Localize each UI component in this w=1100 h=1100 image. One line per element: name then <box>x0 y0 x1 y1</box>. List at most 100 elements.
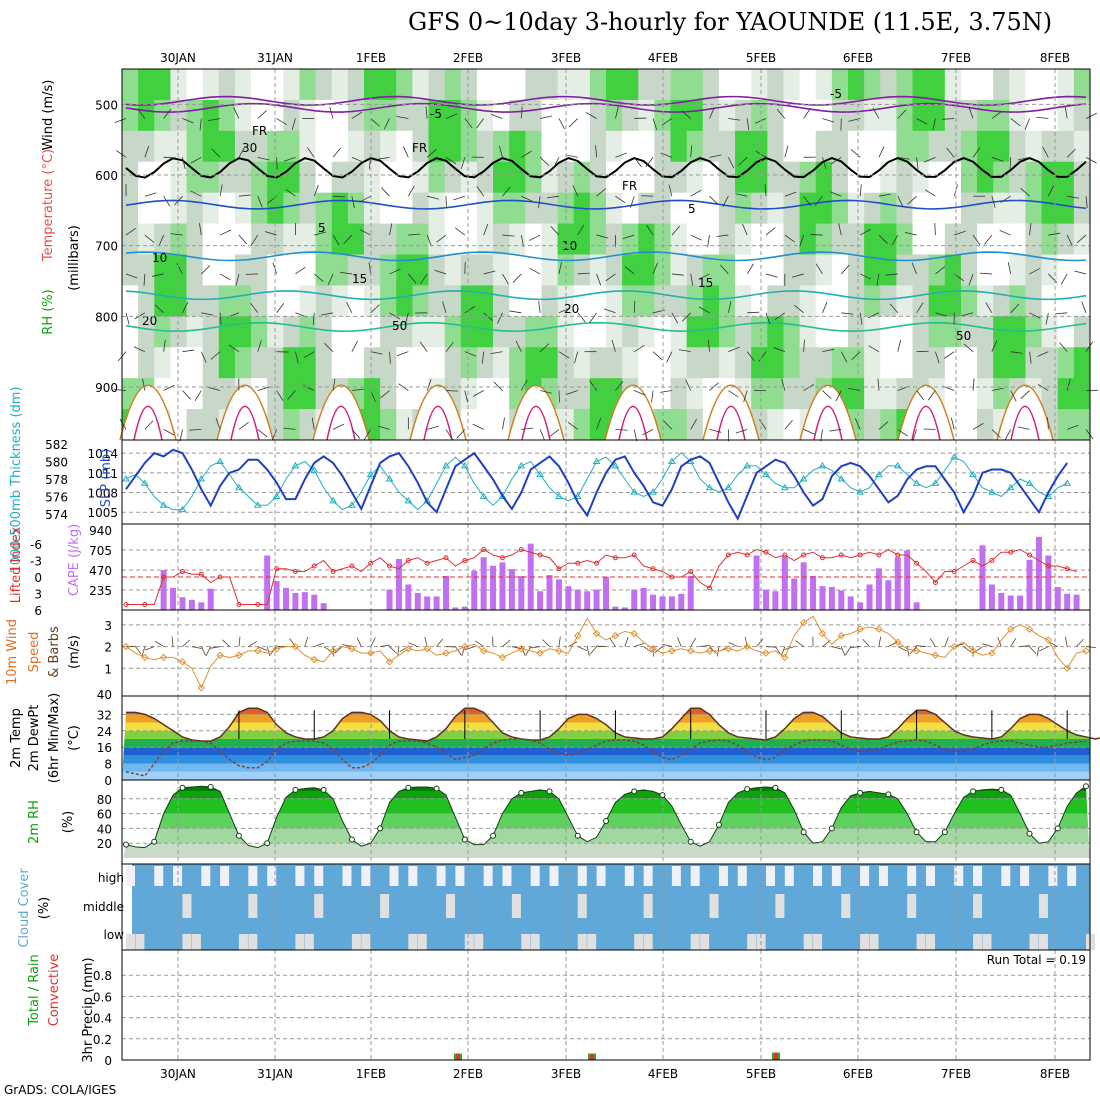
wind-barb <box>822 348 835 353</box>
rh-cell <box>493 99 510 132</box>
rh-cell <box>702 285 720 317</box>
wind-speed-marker <box>254 647 262 655</box>
rh-cell <box>428 316 446 348</box>
rh-cell <box>509 223 526 255</box>
hot-contour <box>133 405 163 441</box>
rh-marker <box>518 789 525 796</box>
surface-barb <box>370 637 376 647</box>
surface-barb <box>558 636 561 647</box>
thickness-marker <box>875 470 883 478</box>
temp-band <box>122 739 1090 748</box>
rh-cell <box>799 161 817 194</box>
rh-cell <box>460 223 478 255</box>
low-cloud-gap <box>869 934 879 950</box>
rh-cell <box>412 99 430 132</box>
lifted-marker <box>612 555 618 561</box>
wind-barb <box>991 196 996 208</box>
surface-barb <box>700 644 711 647</box>
rh-cell <box>735 347 752 379</box>
wind-barb <box>603 308 616 314</box>
cape-bar <box>857 602 864 610</box>
bottom-date-label: 6FEB <box>843 1067 873 1081</box>
rh-cell <box>718 192 736 225</box>
rh-marker <box>235 832 242 839</box>
wind-speed-marker <box>931 651 940 659</box>
rh-cell <box>815 347 833 379</box>
rh-cell <box>509 285 526 317</box>
rh-cell <box>1041 285 1059 317</box>
low-cloud-gap <box>916 934 926 950</box>
rh-cell <box>606 69 623 101</box>
wind-barb <box>1055 312 1068 315</box>
rh-marker <box>659 792 666 799</box>
rh-cell <box>186 99 204 132</box>
surface-barb <box>756 638 764 647</box>
wind-barb <box>859 312 863 325</box>
wind-unit-label: (m/s) <box>67 635 82 669</box>
surface-barb <box>916 645 927 647</box>
rh-cell <box>622 254 639 286</box>
wind-barb <box>615 106 619 119</box>
wind-barb <box>182 349 195 353</box>
rh-cell <box>476 161 494 194</box>
rh-cell <box>735 316 752 348</box>
surface-barb <box>210 646 221 649</box>
rh-cell <box>218 316 236 348</box>
wind-barb <box>370 118 380 127</box>
wind-barb <box>257 110 267 119</box>
wind-speed-marker <box>385 658 394 666</box>
rh-cell <box>412 69 430 101</box>
wind-barb <box>574 351 579 364</box>
wind-barb <box>520 379 528 391</box>
wind-barb <box>851 351 861 361</box>
wind-barb <box>984 234 993 245</box>
rh-cell <box>638 161 655 194</box>
cape-bar <box>838 590 845 610</box>
surface-barb <box>191 646 202 649</box>
lifted-marker <box>255 602 261 607</box>
rh-cell <box>299 99 317 132</box>
wind-barb <box>690 418 698 430</box>
wind-barb <box>154 304 164 314</box>
rh-cell <box>993 69 1010 101</box>
rh-band <box>122 843 1090 858</box>
surface-barb <box>784 646 795 650</box>
rh-cell <box>428 130 446 163</box>
contour-label: FR <box>412 141 427 155</box>
rh-cell <box>186 69 204 101</box>
wind-barb <box>720 264 729 275</box>
wind-barb <box>464 305 476 314</box>
rh-cell <box>493 316 510 348</box>
wind-barb <box>158 234 165 247</box>
high-cloud-gap <box>973 866 983 886</box>
rh-cell <box>638 285 655 317</box>
surface-barb <box>744 636 748 647</box>
warm-contour <box>216 384 274 441</box>
cape-bar <box>292 592 299 610</box>
rh-cell <box>928 161 946 194</box>
wind-barb <box>891 234 899 246</box>
wind-barb <box>1037 384 1049 391</box>
rh-cell <box>848 99 865 132</box>
rh-cell <box>622 316 639 348</box>
lifted-marker <box>217 574 223 580</box>
rh-cell <box>138 285 155 317</box>
wind-barb <box>822 301 828 313</box>
wind-barb <box>199 223 202 236</box>
cape-bar <box>753 555 760 610</box>
wind-barb <box>728 118 741 121</box>
rh-cell <box>928 69 946 101</box>
rh-cell <box>380 130 397 163</box>
high-cloud-gap <box>671 866 681 886</box>
rh-cell <box>476 409 494 441</box>
rh-cell <box>396 285 413 317</box>
wind-barb <box>738 157 748 166</box>
precip-tick-label: 0.4 <box>93 1012 112 1026</box>
rh-marker <box>941 829 948 836</box>
rh-cell <box>912 223 930 255</box>
rh-cell <box>735 69 752 101</box>
wind-barb <box>776 109 786 119</box>
wind-barb <box>690 234 702 241</box>
rh-cell <box>638 192 655 225</box>
wind-barb <box>520 234 524 247</box>
